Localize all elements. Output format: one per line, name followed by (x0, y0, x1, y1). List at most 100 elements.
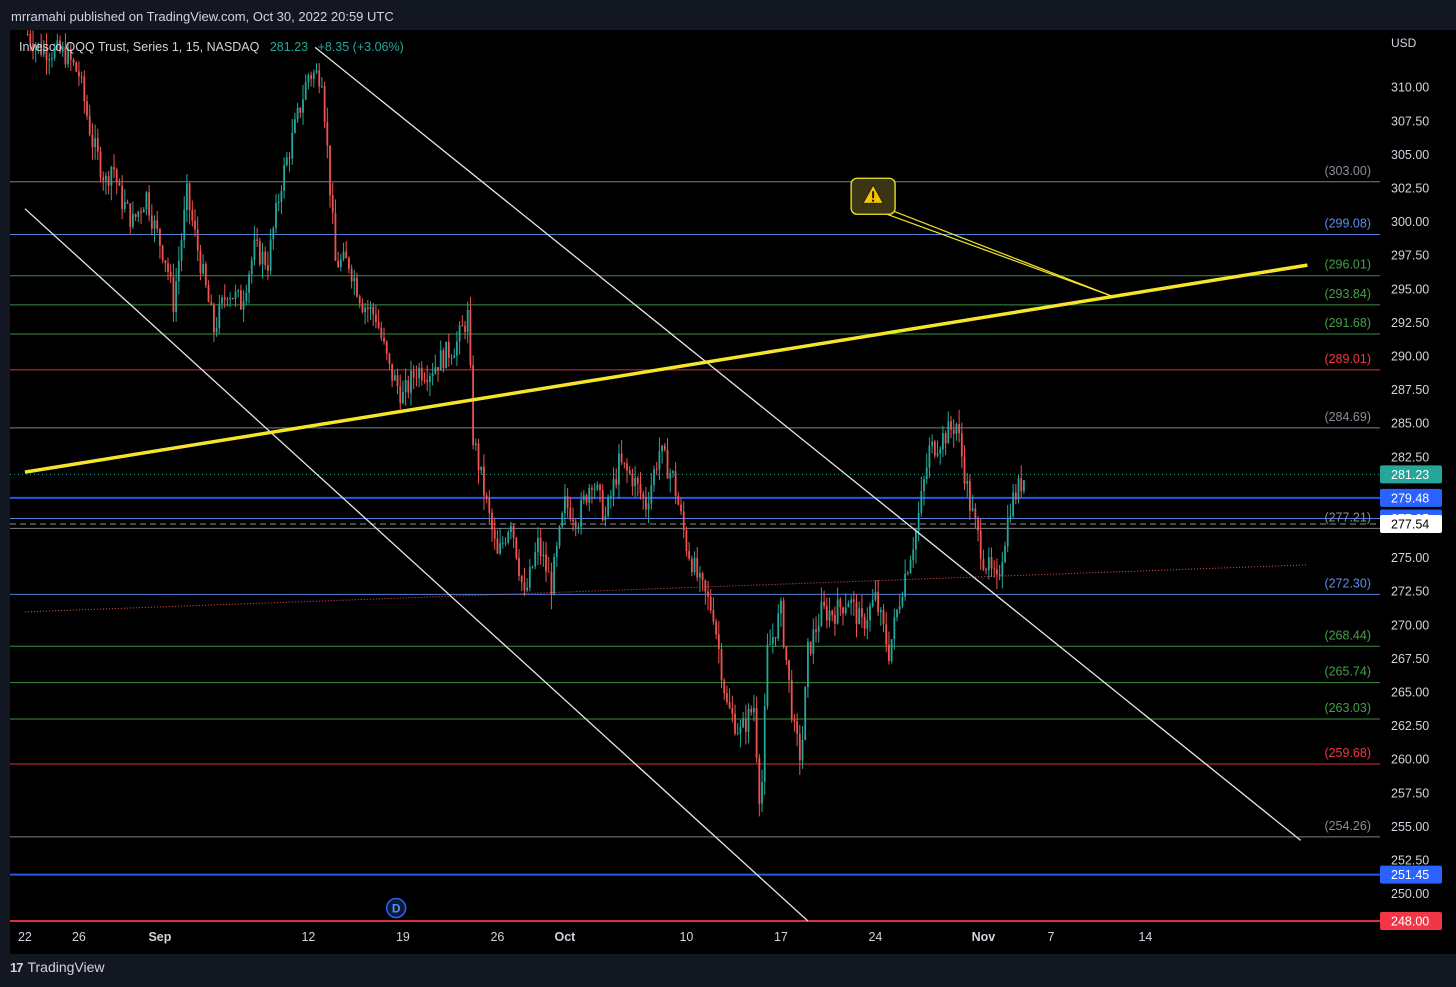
candle-body (113, 167, 115, 170)
candle-body (901, 596, 904, 607)
candle-body (277, 201, 280, 203)
candle-body (64, 46, 67, 65)
candle-body (180, 240, 183, 261)
candle-body (572, 519, 574, 522)
warning-icon-dot (872, 199, 875, 202)
candle-body (272, 228, 275, 240)
price-badge-label: 279.48 (1391, 491, 1429, 505)
candle-body (593, 489, 596, 491)
candle-body (890, 639, 893, 662)
candle-body (312, 72, 315, 79)
candle-body (828, 610, 831, 621)
horizontal-levels (10, 181, 1380, 922)
candle-body (850, 599, 853, 604)
candle-body (242, 301, 245, 310)
candle-body (618, 453, 620, 485)
candle-body (596, 484, 599, 490)
channel-lines[interactable] (24, 46, 1302, 922)
candle-body (985, 569, 988, 571)
candle-body (823, 601, 826, 607)
candle-body (852, 599, 855, 602)
candle-body (680, 504, 682, 512)
candle-body (348, 258, 350, 269)
candle-body (429, 376, 431, 382)
candle-body (48, 59, 51, 61)
candle-body (59, 40, 61, 52)
candle-body (545, 554, 547, 572)
candle-body (296, 107, 299, 120)
x-tick-label: 17 (774, 930, 788, 944)
candle-body (896, 609, 898, 618)
candle-body (350, 268, 353, 282)
candle-body (53, 47, 56, 59)
candle-body (307, 75, 310, 83)
candle-body (61, 46, 64, 52)
candle-body (213, 305, 215, 333)
candle-body (653, 469, 655, 486)
y-tick-label: 297.50 (1391, 249, 1429, 263)
time-axis[interactable] (10, 920, 1456, 954)
candle-body (906, 572, 909, 574)
candle-body (204, 264, 207, 286)
candle-body (177, 260, 180, 282)
candle-body (264, 251, 267, 266)
candle-body (485, 495, 488, 499)
candle-body (337, 260, 340, 268)
candle-body (188, 183, 191, 211)
candle-body (574, 521, 577, 528)
candle-body (99, 151, 102, 178)
candle-body (658, 451, 661, 470)
candle-body (742, 718, 745, 728)
candle-body (94, 138, 97, 148)
candle-body (37, 43, 40, 47)
candle-body (329, 145, 331, 196)
candle-body (86, 101, 88, 116)
candle-body (715, 621, 718, 635)
level-labels: (303.00) (299.08) (296.01) (293.84) (291.68)… (1324, 164, 1371, 833)
candle-body (383, 337, 385, 342)
y-tick-label: 302.50 (1391, 182, 1429, 196)
price-badge (1380, 912, 1442, 930)
candle-body (372, 306, 375, 315)
tradingview-logo[interactable]: 17 TradingView (10, 959, 105, 975)
y-axis-ticks: 310.00 307.50 305.00 302.50 300.00 297.50 295.… (1391, 81, 1429, 901)
candle-body (747, 708, 750, 732)
candle-body (391, 363, 394, 381)
candle-body (294, 119, 296, 133)
candle-body (977, 518, 979, 531)
y-tick-label: 272.50 (1391, 585, 1429, 599)
candle-body (939, 449, 942, 454)
candle-body (947, 421, 950, 444)
candle-body (882, 610, 885, 625)
candle-body (83, 76, 86, 102)
candle-body (385, 341, 388, 354)
trend-line[interactable] (24, 263, 1308, 474)
level-label: (296.01) (1324, 258, 1371, 272)
dividend-marker[interactable]: D (385, 897, 407, 919)
candle-body (148, 192, 151, 216)
candle-body (534, 552, 537, 567)
candle-body (960, 433, 963, 457)
candle-body (817, 625, 820, 632)
candle-body (269, 239, 272, 271)
candle-body (169, 271, 172, 277)
y-tick-label: 250.00 (1391, 887, 1429, 901)
candle-body (869, 606, 871, 621)
candle-body (785, 646, 788, 661)
y-tick-label: 307.50 (1391, 114, 1429, 128)
candle-body (979, 530, 982, 560)
candle-body (1012, 492, 1015, 516)
y-tick-label: 255.00 (1391, 820, 1429, 834)
y-tick-label: 252.50 (1391, 854, 1429, 868)
candle-body (931, 441, 934, 446)
candlesticks (26, 30, 1025, 817)
candle-body (672, 471, 674, 473)
y-tick-label: 282.50 (1391, 450, 1429, 464)
candle-body (450, 357, 453, 359)
candle-body (690, 558, 693, 573)
warning-callout[interactable] (850, 177, 1112, 297)
candle-body (134, 214, 137, 217)
candle-body (712, 610, 715, 622)
